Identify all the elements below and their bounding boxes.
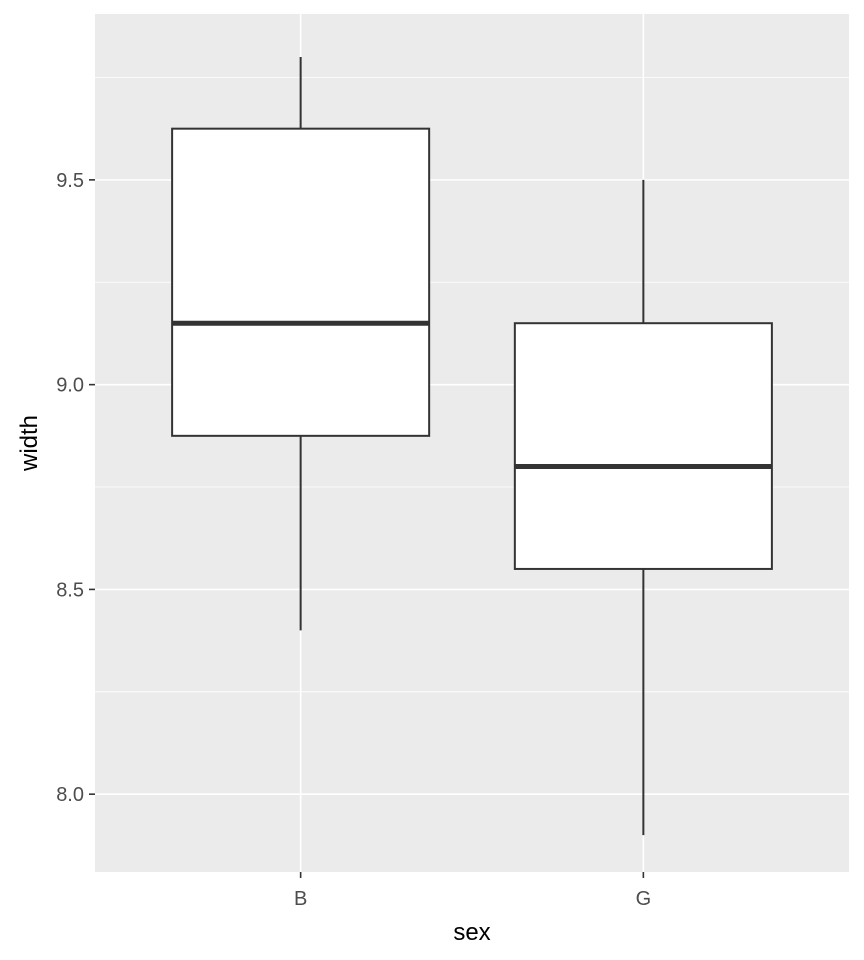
x-tick-label: B [294,888,307,910]
iqr-box [172,129,429,436]
y-axis-title: width [16,415,43,472]
y-tick-label: 9.5 [56,170,84,192]
y-tick-label: 8.0 [56,784,84,806]
y-tick-label: 8.5 [56,579,84,601]
y-tick-label: 9.0 [56,375,84,397]
iqr-box [515,323,772,569]
x-axis-title: sex [453,919,490,946]
y-axis: 8.0 8.5 9.0 9.5 [56,170,95,806]
x-tick-label: G [636,888,652,910]
